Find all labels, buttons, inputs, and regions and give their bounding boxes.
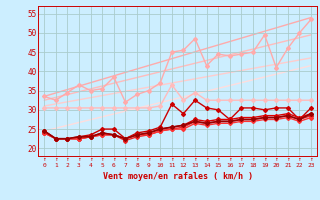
X-axis label: Vent moyen/en rafales ( km/h ): Vent moyen/en rafales ( km/h ) (103, 172, 252, 181)
